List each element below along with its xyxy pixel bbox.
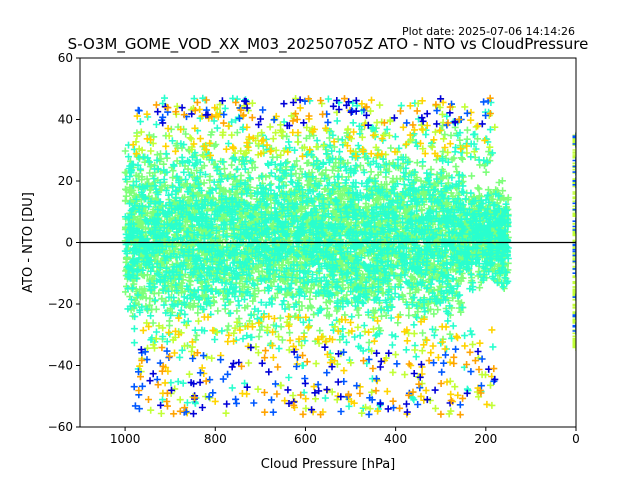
x-axis-label: Cloud Pressure [hPa] (261, 457, 396, 472)
y-tick-label: 0 (65, 236, 73, 250)
chart-title: S-O3M_GOME_VOD_XX_M03_20250705Z ATO - NT… (68, 35, 589, 54)
scatter-series (135, 94, 498, 419)
x-tick-label: 600 (294, 432, 317, 446)
y-axis-label: ATO - NTO [DU] (21, 192, 36, 293)
scatter-series (129, 96, 496, 418)
y-tick-label: −20 (48, 297, 73, 311)
y-axis-ticks: −60 −40 −20 0 20 40 60 (48, 51, 80, 434)
x-tick-label: 1000 (110, 432, 141, 446)
scatter-series (137, 95, 499, 418)
x-tick-label: 800 (204, 432, 227, 446)
y-tick-label: −60 (48, 420, 73, 434)
x-axis-ticks: 1000 800 600 400 200 0 (110, 427, 580, 446)
y-tick-label: 60 (58, 51, 73, 65)
x-tick-label: 400 (384, 432, 407, 446)
y-tick-label: 20 (58, 174, 73, 188)
scatter-series (121, 94, 512, 413)
x-tick-label: 200 (474, 432, 497, 446)
y-tick-label: −40 (48, 359, 73, 373)
x-tick-label: 0 (572, 432, 580, 446)
data-points (121, 94, 576, 419)
y-tick-label: 40 (58, 113, 73, 127)
plot-date: Plot date: 2025-07-06 14:14:26 (402, 25, 575, 38)
